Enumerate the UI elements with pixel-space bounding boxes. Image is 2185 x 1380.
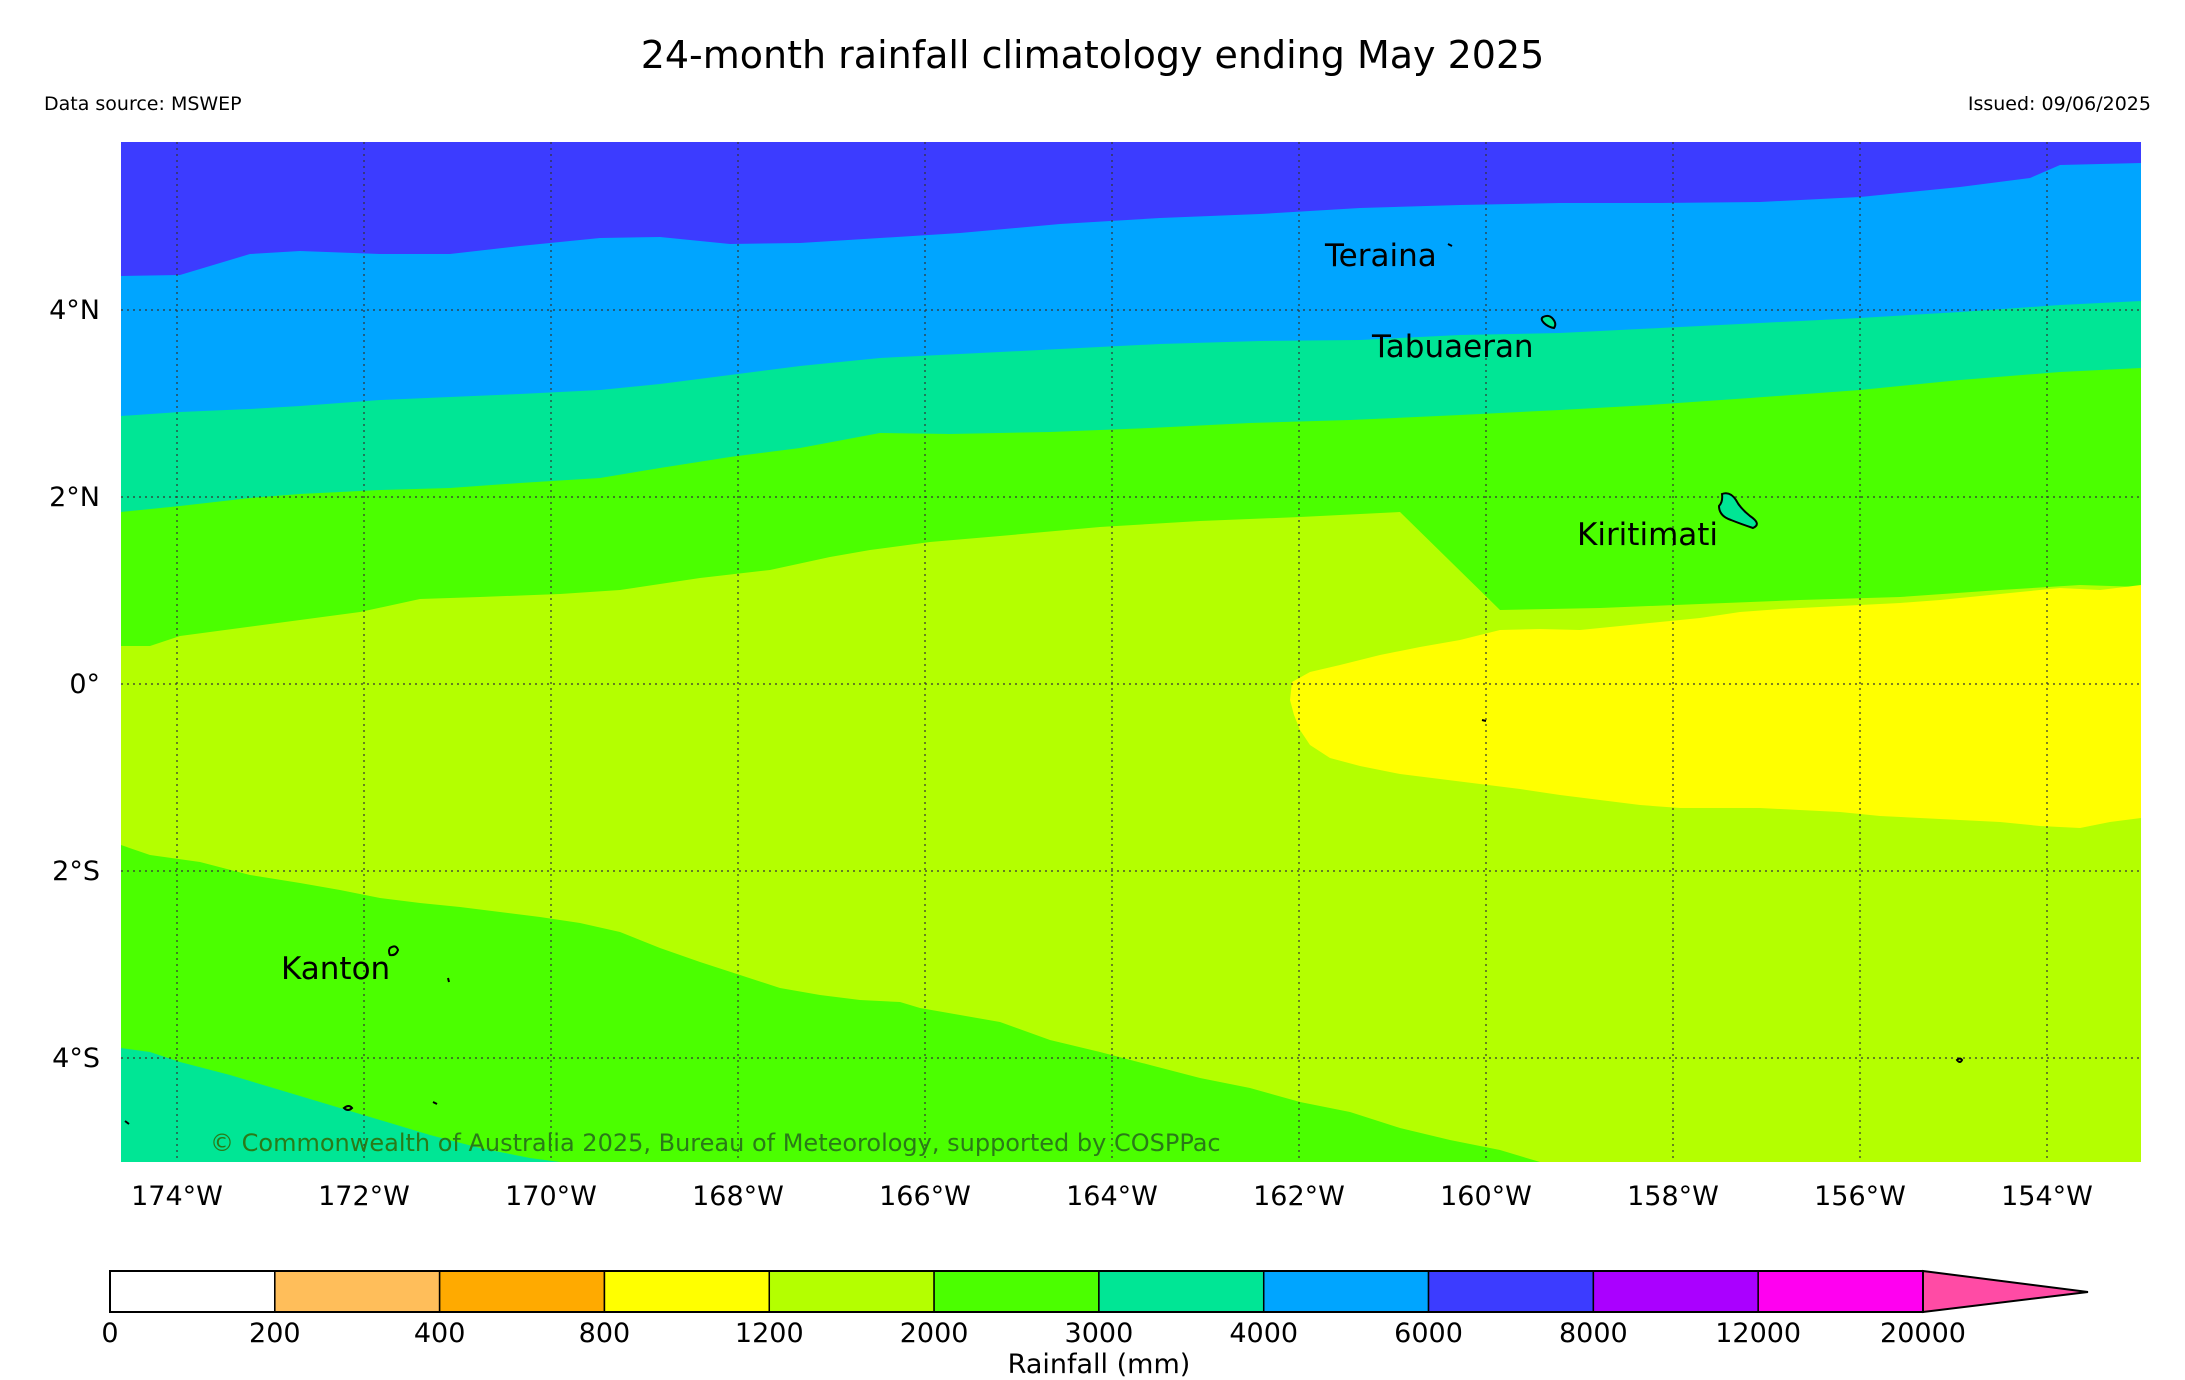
island-tabuaeran <box>1540 314 1557 330</box>
place-label-tabuaeran: Tabuaeran <box>1371 329 1534 365</box>
zone-800-1200 <box>1290 585 2141 828</box>
island-sw-1 <box>342 1105 354 1111</box>
lon-tick-label: 156°W <box>1814 1181 1906 1212</box>
colorbar-tick-labels: 0 200 400 800 1200 2000 3000 4000 6000 8000 12000 2… <box>101 1318 1966 1349</box>
place-label-teraina: Teraina <box>1324 238 1437 274</box>
lat-tick-label: 4°S <box>52 1043 100 1074</box>
gridlines <box>121 142 2141 1162</box>
rainfall-map: Teraina Tabuaeran Kiritimati Kanton © Co… <box>49 142 2141 1212</box>
island-kanton <box>388 945 400 957</box>
lon-tick-label: 172°W <box>318 1181 410 1212</box>
lon-tick-label: 168°W <box>692 1181 784 1212</box>
colorbar-tick-label: 6000 <box>1394 1318 1463 1349</box>
place-label-kanton: Kanton <box>281 951 390 987</box>
colorbar-tick-label: 800 <box>579 1318 631 1349</box>
zone-2000-3000-south <box>121 845 1540 1162</box>
lon-tick-label: 160°W <box>1440 1181 1532 1212</box>
lat-tick-label: 2°S <box>52 856 100 887</box>
copyright-notice: © Commonwealth of Australia 2025, Bureau… <box>210 1129 1221 1157</box>
lat-tick-label: 2°N <box>49 482 100 513</box>
zone-6000-8000 <box>121 142 2141 276</box>
colorbar-tick-label: 3000 <box>1065 1318 1134 1349</box>
colorbar-tick-label: 2000 <box>900 1318 969 1349</box>
rainfall-field <box>121 142 2141 1162</box>
island-kanton-small <box>447 977 450 983</box>
lat-tick-label: 4°N <box>49 295 100 326</box>
colorbar-tick-label: 400 <box>414 1318 466 1349</box>
islands <box>124 243 1964 1125</box>
place-label-kiritimati: Kiritimati <box>1577 517 1718 553</box>
island-east <box>1955 1057 1964 1063</box>
island-equator <box>1481 719 1487 722</box>
lon-tick-label: 158°W <box>1627 1181 1719 1212</box>
colorbar-tick-label: 0 <box>101 1318 118 1349</box>
island-sw-3 <box>124 1120 130 1125</box>
lon-tick-label: 164°W <box>1066 1181 1158 1212</box>
lon-tick-label: 162°W <box>1253 1181 1345 1212</box>
colorbar-tick-label: 20000 <box>1880 1318 1966 1349</box>
issued-date-label: Issued: 09/06/2025 <box>1967 93 2151 115</box>
data-source-label: Data source: MSWEP <box>44 93 242 115</box>
colorbar-tick-label: 200 <box>249 1318 301 1349</box>
colorbar-tick-label: 1200 <box>735 1318 804 1349</box>
map-title: 24-month rainfall climatology ending May… <box>640 33 1545 77</box>
colorbar-tick-label: 8000 <box>1559 1318 1628 1349</box>
lon-tick-label: 166°W <box>879 1181 971 1212</box>
colorbar-tick-label: 12000 <box>1715 1318 1801 1349</box>
lon-tick-label: 170°W <box>505 1181 597 1212</box>
colorbar-tick-label: 4000 <box>1229 1318 1298 1349</box>
island-teraina <box>1447 243 1453 247</box>
island-kiritimati <box>1717 492 1758 530</box>
island-sw-2 <box>432 1101 438 1105</box>
lat-tick-label: 0° <box>69 669 100 700</box>
lon-tick-label: 154°W <box>2001 1181 2093 1212</box>
colorbar-label: Rainfall (mm) <box>1008 1349 1191 1380</box>
lon-tick-label: 174°W <box>131 1181 223 1212</box>
zone-3000-4000-south <box>121 1048 560 1162</box>
